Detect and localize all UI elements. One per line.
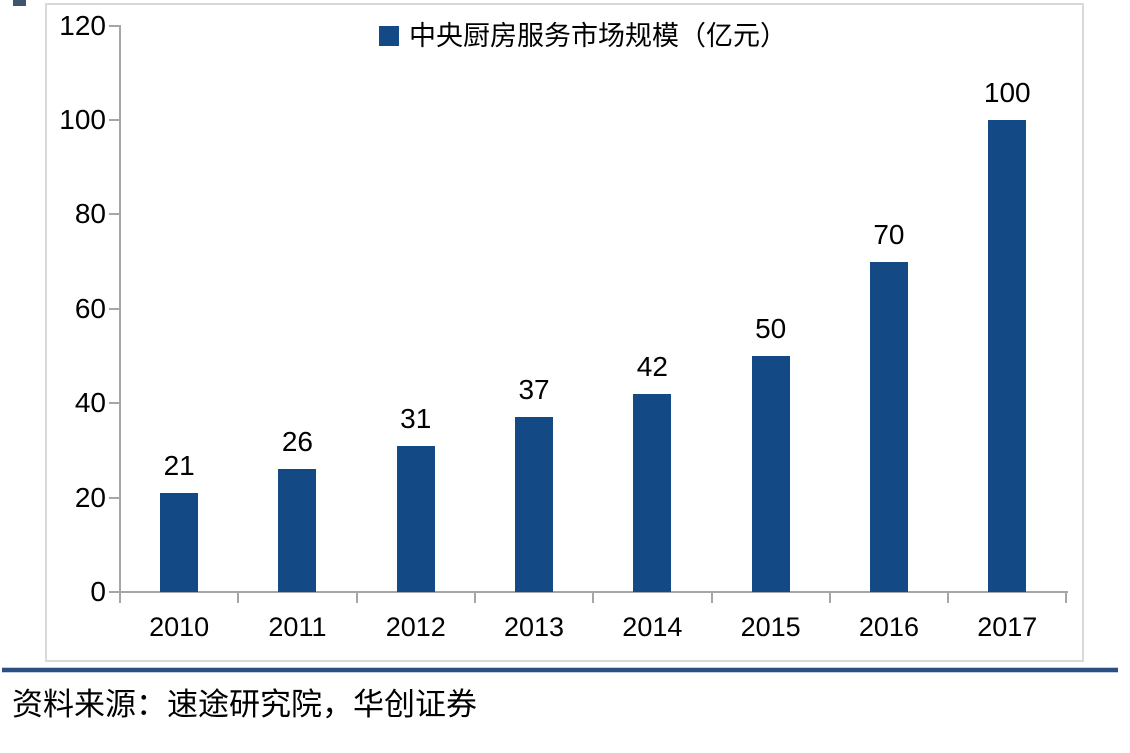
bar bbox=[988, 120, 1027, 592]
y-tick bbox=[109, 402, 119, 405]
y-tick bbox=[109, 24, 119, 27]
x-tick bbox=[710, 592, 713, 603]
bar-value-label: 100 bbox=[983, 77, 1031, 108]
y-tick bbox=[109, 496, 119, 499]
top-left-border-mark bbox=[13, 0, 26, 6]
bar-value-label: 37 bbox=[518, 374, 550, 405]
y-tick-label: 0 bbox=[90, 576, 106, 607]
x-tick bbox=[592, 592, 595, 603]
y-tick bbox=[109, 307, 119, 310]
bar-value-label: 31 bbox=[400, 403, 432, 434]
x-tick bbox=[473, 592, 476, 603]
x-category-label: 2016 bbox=[858, 612, 919, 642]
y-tick-label: 120 bbox=[59, 9, 106, 41]
x-tick bbox=[828, 592, 831, 603]
bar bbox=[869, 262, 908, 592]
y-tick bbox=[109, 213, 119, 216]
bar bbox=[751, 356, 790, 592]
x-tick bbox=[355, 592, 358, 603]
x-category-label: 2017 bbox=[977, 612, 1038, 642]
bar-value-label: 21 bbox=[163, 450, 195, 481]
y-axis-line bbox=[119, 25, 121, 592]
legend-label: 中央厨房服务市场规模（亿元） bbox=[409, 21, 787, 51]
y-tick bbox=[109, 591, 119, 593]
bar-value-label: 70 bbox=[873, 219, 905, 250]
y-tick-label: 100 bbox=[59, 104, 106, 135]
x-tick bbox=[237, 592, 240, 603]
y-tick-label: 20 bbox=[74, 481, 106, 513]
y-tick-label: 40 bbox=[74, 387, 106, 419]
bottom-rule bbox=[2, 667, 1118, 673]
legend-marker-icon bbox=[379, 26, 399, 46]
x-category-label: 2010 bbox=[149, 612, 210, 642]
x-category-label: 2014 bbox=[622, 612, 683, 642]
x-category-label: 2015 bbox=[740, 612, 801, 642]
bar bbox=[278, 469, 317, 592]
y-tick bbox=[109, 119, 119, 121]
source-note: 资料来源：速途研究院，华创证券 bbox=[12, 687, 477, 722]
bar bbox=[515, 417, 554, 592]
x-category-label: 2013 bbox=[504, 612, 565, 642]
chart-legend: 中央厨房服务市场规模（亿元） bbox=[379, 18, 787, 54]
y-tick-label: 60 bbox=[74, 292, 106, 324]
x-tick bbox=[947, 592, 950, 603]
x-category-label: 2011 bbox=[268, 612, 327, 642]
bar-value-label: 50 bbox=[755, 313, 787, 344]
chart-frame bbox=[45, 3, 1084, 662]
x-category-label: 2012 bbox=[385, 612, 446, 642]
x-tick bbox=[119, 592, 121, 603]
bar-value-label: 42 bbox=[636, 351, 668, 382]
y-tick-label: 80 bbox=[74, 198, 106, 230]
x-tick bbox=[1065, 592, 1068, 603]
bar-value-label: 26 bbox=[281, 426, 314, 457]
bar bbox=[633, 394, 672, 592]
bar bbox=[160, 493, 199, 592]
bar bbox=[396, 446, 435, 592]
